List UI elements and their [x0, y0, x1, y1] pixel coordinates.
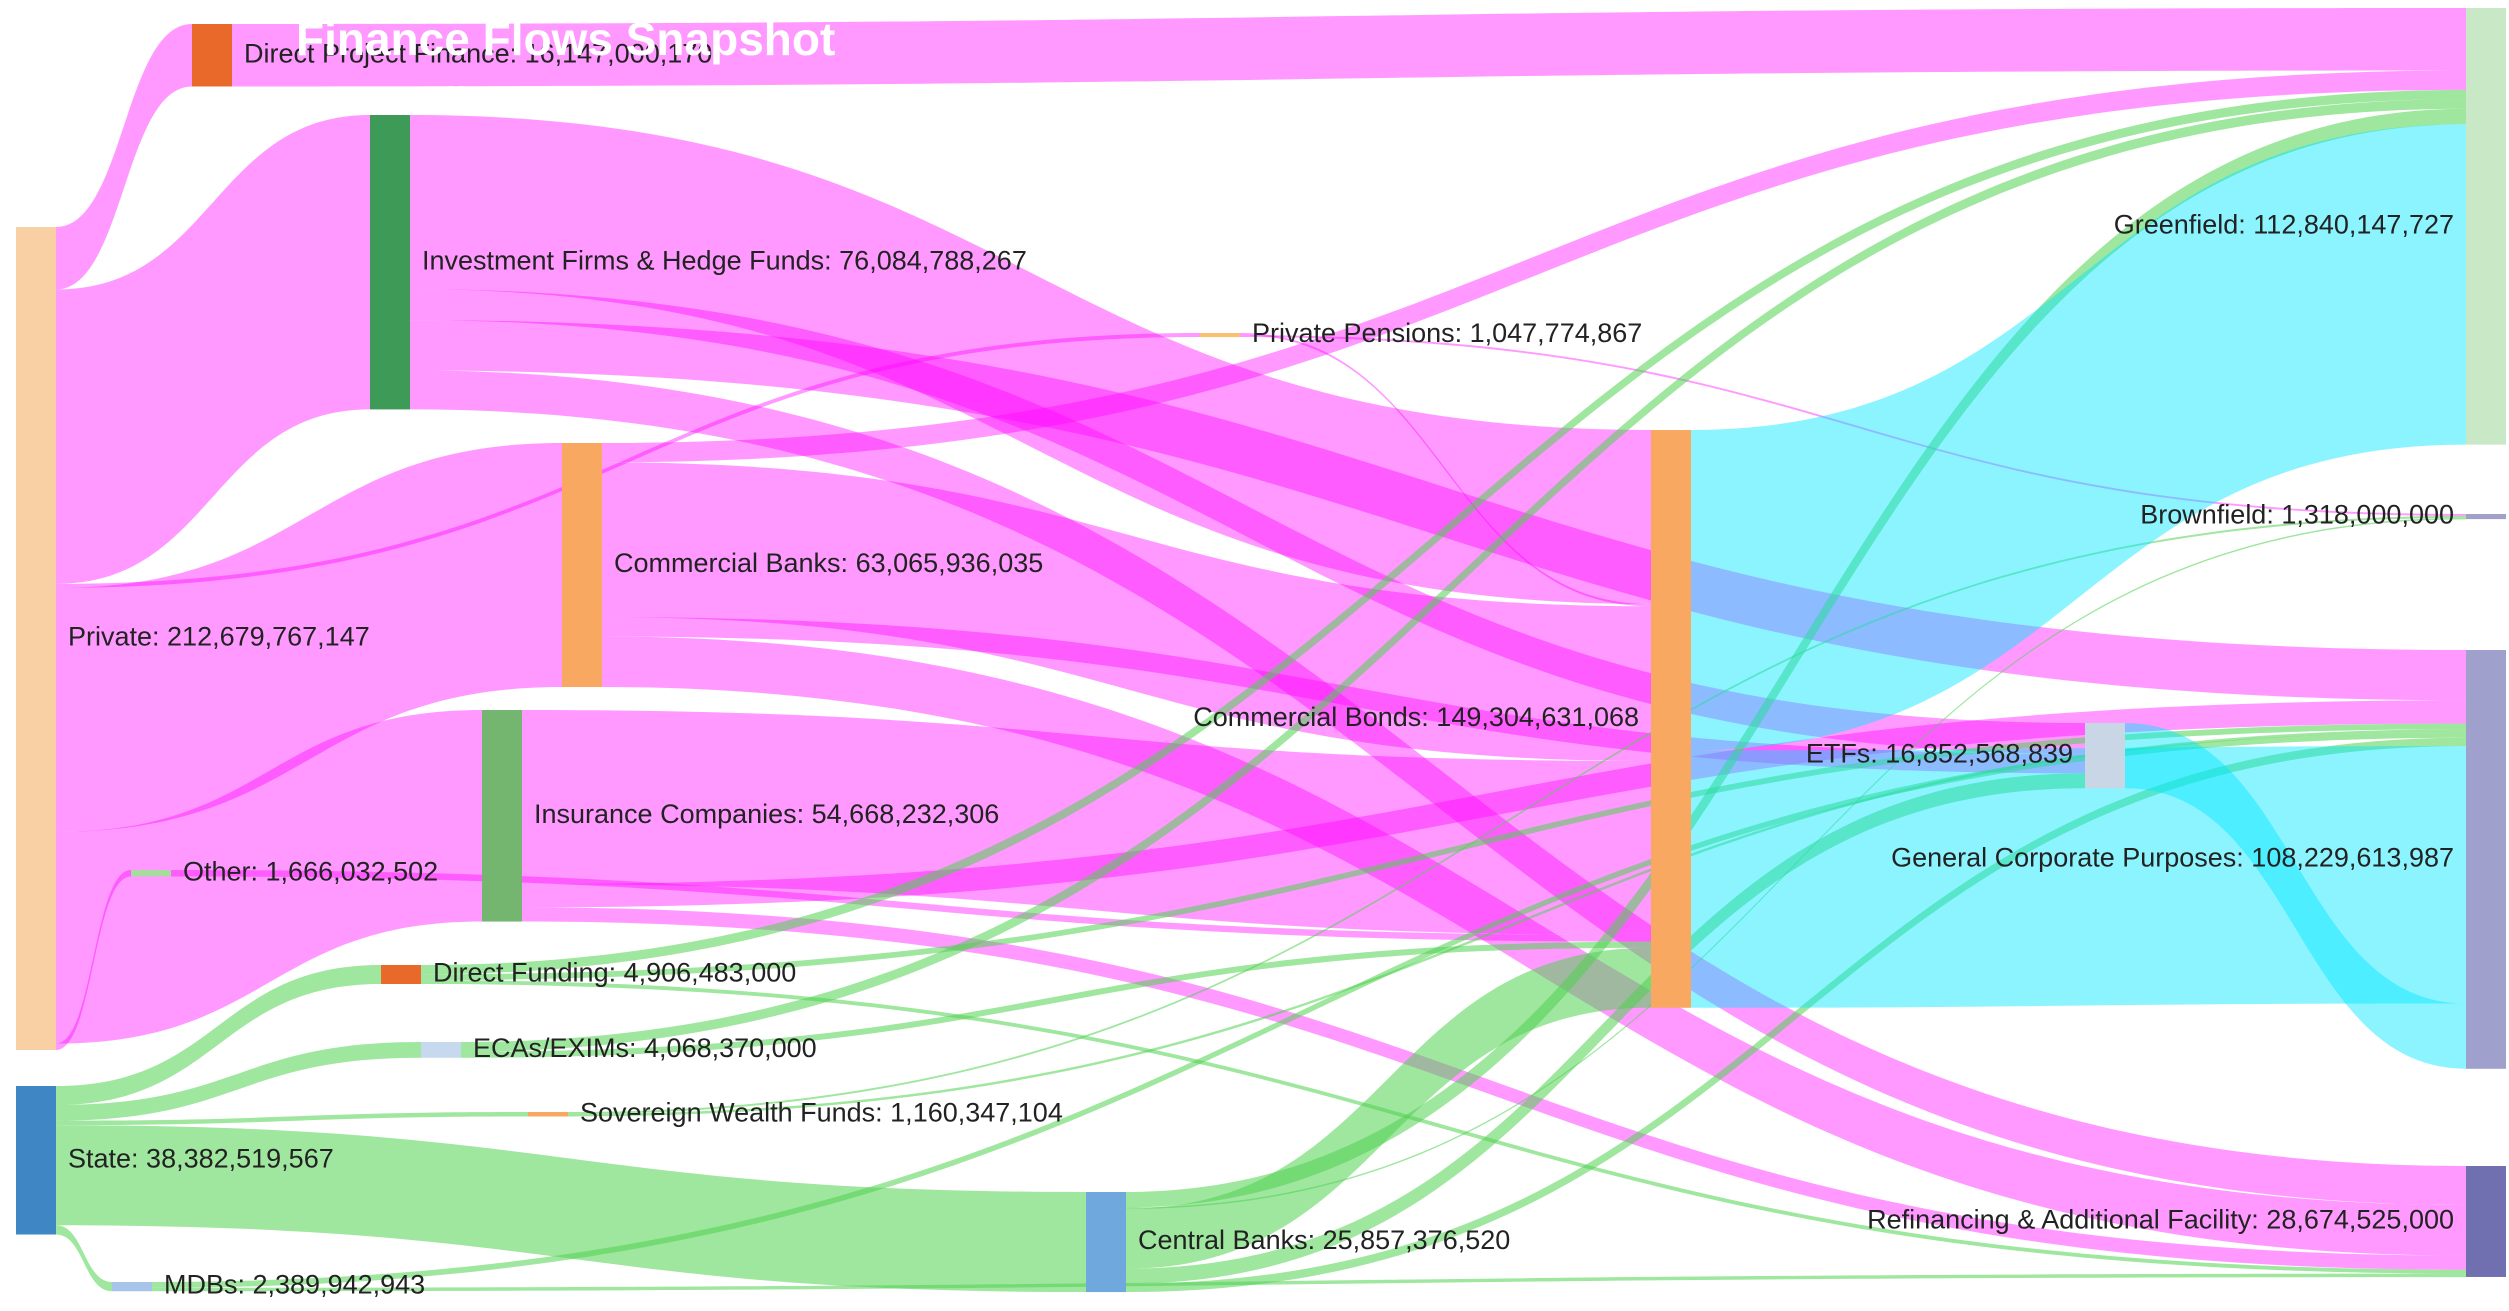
flow-link [421, 980, 2466, 1274]
node [112, 1282, 152, 1292]
flow-link [56, 710, 482, 1044]
nodes [16, 8, 2506, 1293]
chart-subtitle: All active flows [420, 80, 680, 121]
node-label: Direct Funding: 4,906,483,000 [433, 958, 796, 988]
node-label: Central Banks: 25,857,376,520 [1138, 1225, 1510, 1255]
flow-link [568, 515, 2466, 1114]
flow-link [56, 965, 381, 1105]
node-label: Brownfield: 1,318,000,000 [2140, 500, 2454, 530]
node [528, 1112, 568, 1117]
flow-link [1126, 737, 2466, 1293]
node-label: Greenfield: 112,840,147,727 [2114, 209, 2454, 239]
flow-link [152, 731, 2466, 1288]
flow-link [602, 617, 2085, 774]
labels: Private: 212,679,767,147 State: 38,382,51… [68, 38, 2454, 1299]
node [381, 965, 421, 984]
flow-link [410, 370, 2466, 1206]
flow-link [2125, 723, 2466, 1069]
flow-link [522, 710, 1651, 936]
node-label: Investment Firms & Hedge Funds: 76,084,7… [422, 245, 1027, 275]
flow-link [56, 443, 562, 833]
chart-title: Finance Flows Snapshot [296, 13, 835, 65]
node [562, 443, 602, 688]
node [2466, 650, 2506, 1069]
node-label: Private Pensions: 1,047,774,867 [1252, 318, 1642, 348]
flow-link [56, 333, 1200, 588]
flow-link [568, 729, 2466, 1117]
flow-link [56, 1125, 1086, 1293]
node-label: State: 38,382,519,567 [68, 1143, 334, 1173]
flow-link [410, 320, 2466, 701]
node [421, 1042, 461, 1058]
flow-link [421, 723, 2466, 981]
node [2466, 1166, 2506, 1277]
node [1200, 333, 1240, 338]
flow-link [232, 8, 2466, 87]
flow-link [421, 89, 2466, 975]
node-label: ETFs: 16,852,568,839 [1806, 739, 2073, 769]
flow-link [1240, 333, 1651, 607]
flow-link [602, 70, 2466, 463]
node-label: Commercial Bonds: 149,304,631,068 [1193, 702, 1639, 732]
node [1651, 430, 1691, 1008]
node-label: Sovereign Wealth Funds: 1,160,347,104 [580, 1097, 1063, 1127]
links [56, 8, 2466, 1293]
node-label: ECAs/EXIMs: 4,068,370,000 [473, 1033, 817, 1063]
node [2085, 723, 2125, 789]
node [16, 1086, 56, 1235]
flow-link [1126, 773, 2085, 1284]
node-label: Direct Project Finance: 16,147,000,170 [244, 38, 712, 68]
flow-link [1126, 947, 1651, 1269]
node [131, 870, 171, 877]
node [370, 115, 410, 410]
flow-link [410, 115, 1651, 605]
node [1086, 1192, 1126, 1293]
node-label: Private: 212,679,767,147 [68, 622, 370, 652]
flow-link [1126, 108, 2466, 1208]
flow-link [56, 1225, 112, 1292]
flow-link [1240, 335, 2466, 516]
node-label: Refinancing & Additional Facility: 28,67… [1867, 1205, 2454, 1235]
flow-link [602, 462, 1651, 762]
flow-link [461, 99, 2466, 1052]
node-label: Commercial Banks: 63,065,936,035 [614, 548, 1043, 578]
flow-link [56, 24, 192, 290]
flow-link [56, 870, 131, 1050]
node-label: Insurance Companies: 54,668,232,306 [534, 799, 999, 829]
flow-link [56, 1112, 528, 1126]
flow-link [56, 115, 370, 584]
node [16, 227, 56, 1050]
flow-link [1691, 124, 2466, 751]
node [2466, 8, 2506, 445]
node [2466, 514, 2506, 520]
node [482, 710, 522, 922]
flow-link [56, 1042, 421, 1121]
node-label: MDBs: 2,389,942,943 [164, 1270, 425, 1300]
flow-link [171, 870, 1651, 942]
flow-link [522, 907, 2466, 1270]
node-label: General Corporate Purposes: 108,229,613,… [1891, 843, 2454, 873]
flow-link [410, 289, 2085, 754]
node [192, 24, 232, 87]
flow-link [1691, 746, 2466, 1008]
flow-link [152, 1273, 2466, 1292]
flow-link [461, 941, 1651, 1058]
node-label: Other: 1,666,032,502 [183, 856, 438, 886]
flow-link [522, 700, 2466, 908]
